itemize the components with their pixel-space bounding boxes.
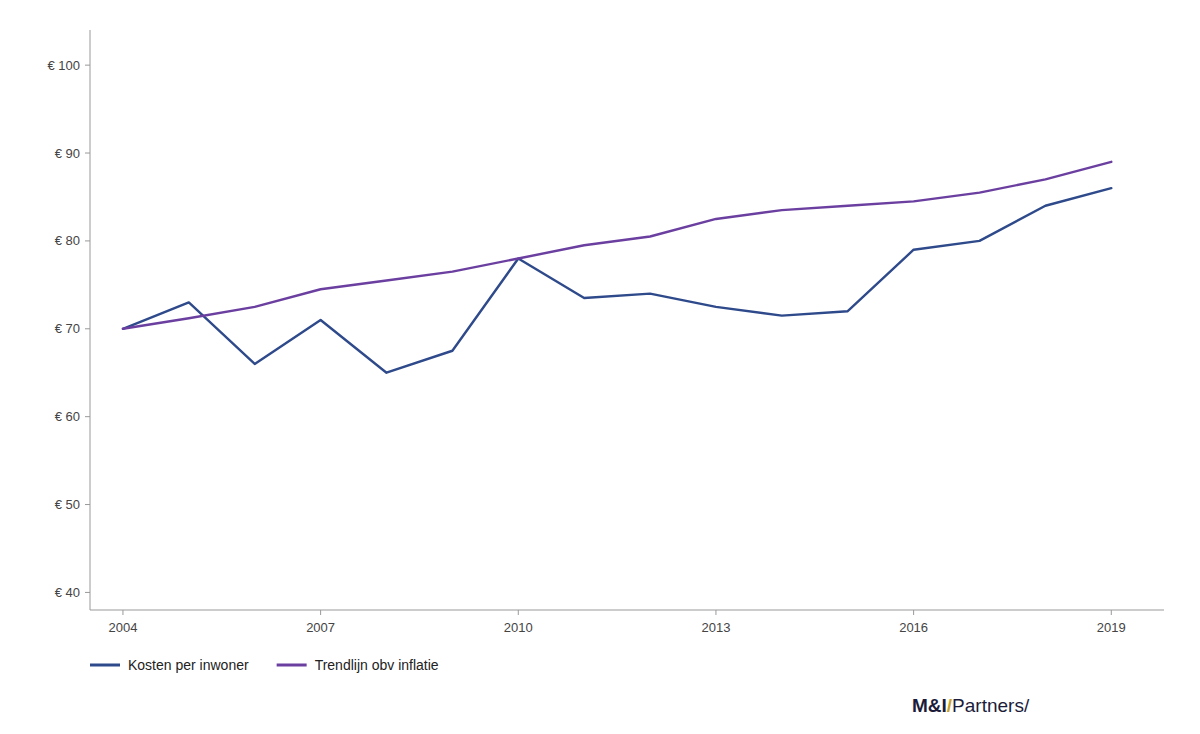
y-tick [85,416,90,417]
series-group [123,162,1111,373]
y-tick [85,504,90,505]
logo: M&I/Partners/ [912,695,1030,716]
legend-label: Kosten per inwoner [128,657,249,673]
x-tick [1111,610,1112,615]
x-tick-label: 2007 [306,620,335,635]
axes: 2004 2007 2010 2013 2016 2019 € 40 € 50 € 60 € 70… [47,30,1164,635]
y-tick [85,240,90,241]
x-axis-line [90,610,1164,611]
logo-text: M&I/Partners/ [912,695,1030,716]
y-tick-label: € 70 [55,321,80,336]
chart-svg: 2004 2007 2010 2013 2016 2019 € 40 € 50 € 60 € 70… [0,0,1200,734]
x-tick-label: 2013 [701,620,730,635]
y-tick-label: € 100 [47,58,80,73]
x-tick-label: 2004 [108,620,137,635]
y-tick-label: € 80 [55,233,80,248]
x-tick [518,610,519,615]
chart-container: 2004 2007 2010 2013 2016 2019 € 40 € 50 € 60 € 70… [0,0,1200,734]
y-tick-label: € 90 [55,146,80,161]
x-tick-label: 2019 [1097,620,1126,635]
legend-label: Trendlijn obv inflatie [315,657,439,673]
legend: Kosten per inwoner Trendlijn obv inflatie [90,657,439,673]
y-tick-label: € 50 [55,497,80,512]
y-tick-label: € 40 [55,585,80,600]
x-tick [715,610,716,615]
y-tick-label: € 60 [55,409,80,424]
series-line [123,188,1111,373]
annotation: Partners/ [952,695,1030,716]
y-tick [85,592,90,593]
y-tick [85,153,90,154]
x-tick [320,610,321,615]
legend-swatch [277,664,307,667]
legend-swatch [90,664,120,667]
x-tick-label: 2010 [504,620,533,635]
x-tick-label: 2016 [899,620,928,635]
x-tick [122,610,123,615]
y-tick [85,328,90,329]
y-tick [85,65,90,66]
x-tick [913,610,914,615]
series-line [123,162,1111,329]
annotation: M&I [912,695,947,716]
y-axis-line [90,30,91,610]
